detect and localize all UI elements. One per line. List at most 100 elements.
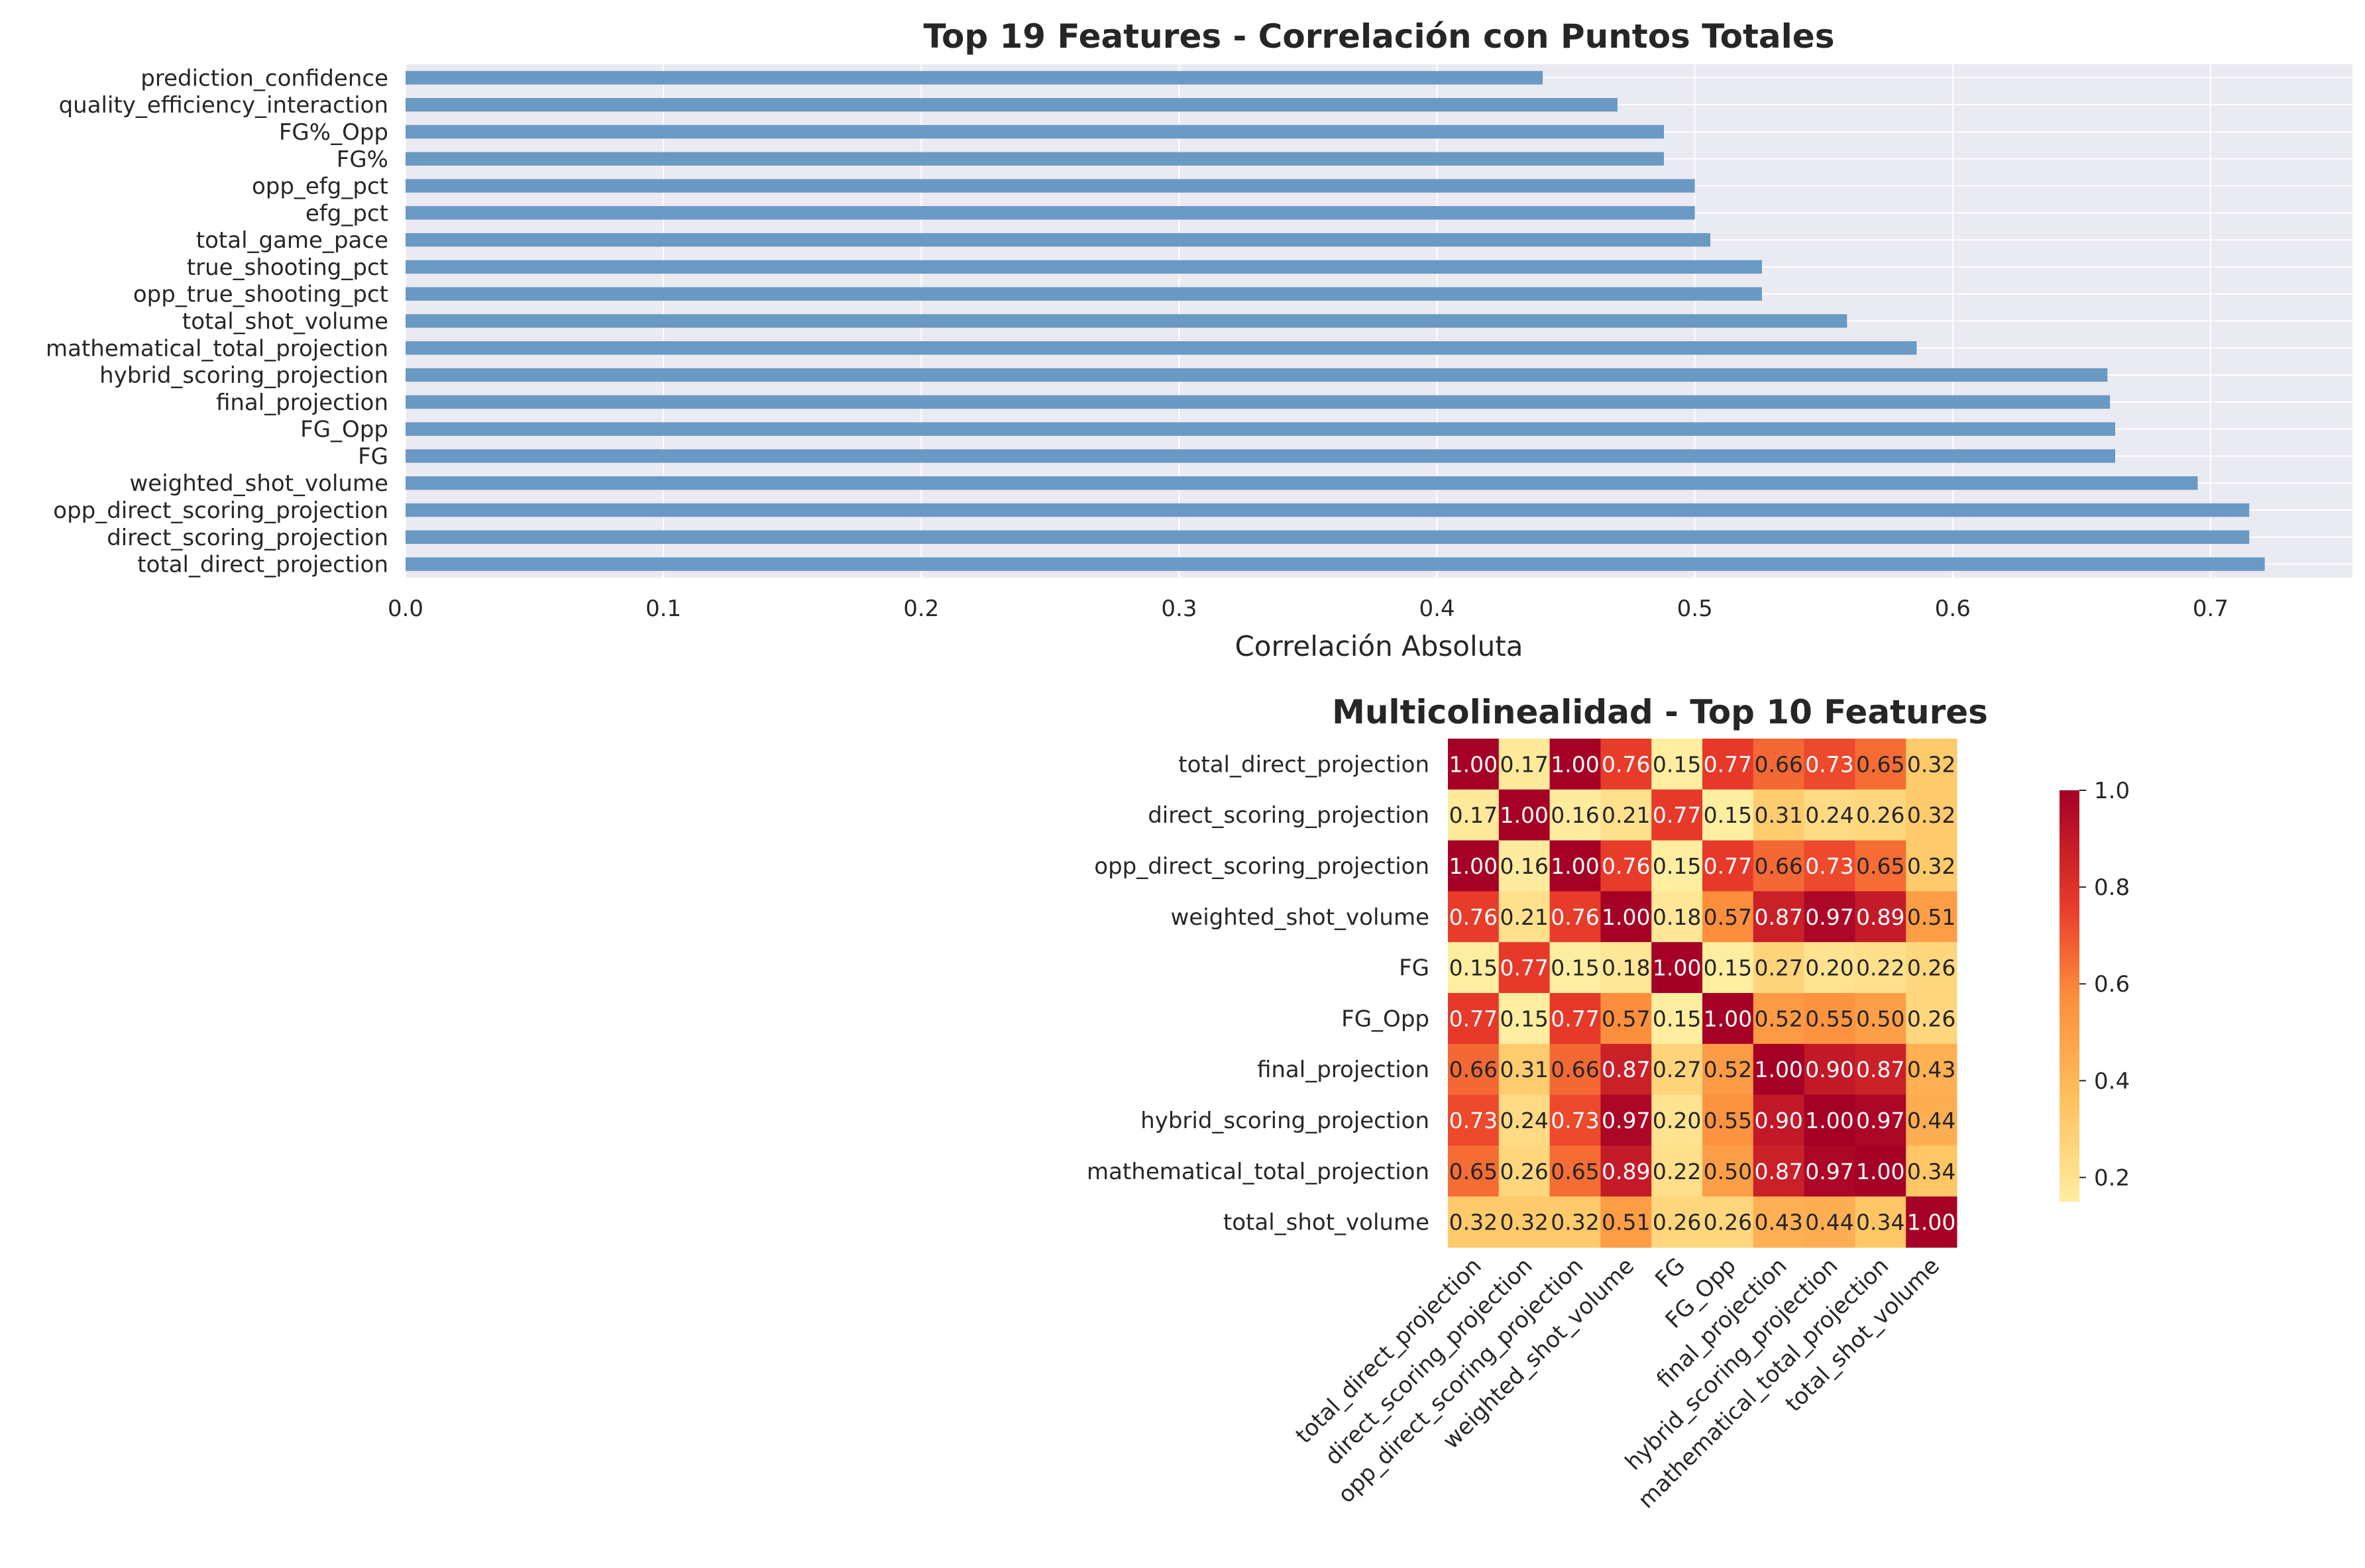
- heatmap-cell-value: 0.76: [1551, 904, 1599, 930]
- bar: [406, 395, 2111, 409]
- heatmap-cell: [1448, 993, 1500, 1045]
- heatmap-cell: [1804, 739, 1855, 790]
- heatmap-cell: [1804, 891, 1855, 943]
- heatmap-cell: [1498, 1196, 1551, 1248]
- heatmap-cell-value: 0.52: [1754, 1006, 1802, 1031]
- heatmap-cell: [1753, 840, 1805, 892]
- heatmap-cell: [1549, 1145, 1601, 1197]
- heatmap-cell: [1804, 942, 1855, 994]
- heatmap-row-label: mathematical_total_projection: [1087, 1159, 1429, 1185]
- heatmap-cell: [1651, 1145, 1703, 1197]
- bar-x-axis-label: Correlación Absoluta: [1235, 630, 1523, 662]
- heatmap-cell: [1855, 840, 1906, 892]
- heatmap-cell: [1855, 942, 1906, 994]
- heatmap-cell: [1906, 891, 1957, 943]
- heatmap-cell: [1651, 840, 1703, 892]
- heatmap-cell: [1651, 1043, 1703, 1096]
- heatmap-cell: [1549, 789, 1601, 841]
- heatmap-cell-value: 0.87: [1602, 1057, 1650, 1082]
- bar: [406, 341, 1917, 355]
- heatmap-cell: [1448, 1145, 1500, 1197]
- heatmap-cell-value: 0.44: [1805, 1210, 1853, 1235]
- heatmap-cell: [1804, 993, 1855, 1045]
- heatmap-cell: [1651, 942, 1703, 994]
- bar-series: [406, 71, 2265, 571]
- bar: [406, 260, 1762, 274]
- heatmap-cell-value: 1.00: [1500, 802, 1548, 828]
- heatmap-cell: [1600, 1196, 1652, 1248]
- heatmap-cell-value: 0.65: [1856, 853, 1904, 879]
- heatmap-row-label: FG_Opp: [1341, 1006, 1429, 1032]
- heatmap-cell: [1906, 789, 1957, 841]
- heatmap-cell-value: 0.22: [1653, 1159, 1701, 1184]
- heatmap-cell: [1753, 1094, 1805, 1146]
- heatmap-cell-value: 0.77: [1449, 1006, 1498, 1031]
- heatmap-cell-value: 0.73: [1805, 853, 1853, 879]
- bar-x-tick-label: 0.2: [903, 596, 939, 622]
- heatmap-cell-value: 0.34: [1856, 1210, 1904, 1235]
- heatmap-cell: [1804, 1094, 1855, 1146]
- heatmap-cell: [1804, 840, 1855, 892]
- heatmap-cell: [1498, 1145, 1551, 1197]
- bar: [406, 125, 1664, 139]
- heatmap-cell: [1855, 1094, 1906, 1146]
- heatmap-cell-value: 0.55: [1704, 1108, 1752, 1133]
- heatmap-cell: [1906, 1145, 1957, 1197]
- heatmap-cell-value: 0.77: [1704, 751, 1752, 777]
- heatmap-cell-value: 0.26: [1500, 1159, 1548, 1184]
- heatmap-chart: Multicolinealidad - Top 10 Features 1.00…: [1087, 693, 1988, 1514]
- heatmap-cell-value: 0.24: [1805, 802, 1853, 828]
- heatmap-cell: [1753, 1043, 1805, 1096]
- heatmap-cell-value: 1.00: [1551, 751, 1599, 777]
- heatmap-cell-value: 0.26: [1907, 955, 1955, 981]
- heatmap-column-label: FG: [1650, 1253, 1690, 1293]
- heatmap-cell-value: 1.00: [1907, 1210, 1955, 1235]
- heatmap-column-labels: total_direct_projectiondirect_scoring_pr…: [1291, 1253, 1945, 1514]
- heatmap-cell-value: 0.66: [1551, 1057, 1599, 1082]
- heatmap-cell: [1855, 739, 1906, 790]
- heatmap-cell-value: 0.90: [1805, 1057, 1853, 1082]
- heatmap-cell-value: 0.57: [1704, 904, 1752, 930]
- heatmap-cell: [1498, 739, 1551, 790]
- heatmap-column-label: direct_scoring_projection: [1320, 1253, 1538, 1471]
- heatmap-cell: [1498, 840, 1551, 892]
- bar: [406, 206, 1695, 220]
- heatmap-cell-value: 0.43: [1754, 1210, 1802, 1235]
- bar-x-tick-label: 0.5: [1677, 596, 1713, 622]
- heatmap-cell-value: 0.89: [1602, 1159, 1650, 1184]
- bar-x-tick-labels: 0.0 0.1 0.2 0.3 0.4 0.5 0.6 0.7: [388, 596, 2228, 622]
- heatmap-cell-labels: 1.00 0.17 1.00 0.76 0.15 0.77 0.66 0.73 0.65 0.32…: [1449, 751, 1956, 1235]
- heatmap-cell-value: 0.77: [1704, 853, 1752, 879]
- heatmap-cell-value: 0.15: [1653, 853, 1701, 879]
- bar: [406, 97, 1618, 112]
- bar-category-label: efg_pct: [305, 200, 388, 227]
- bar-category-label: hybrid_scoring_projection: [99, 362, 388, 389]
- bar-category-label: FG%: [337, 146, 388, 173]
- heatmap-cell: [1855, 789, 1906, 841]
- heatmap-cell-value: 0.15: [1551, 955, 1599, 981]
- colorbar-tick-label: 0.8: [2094, 874, 2130, 901]
- heatmap-cell-value: 0.32: [1907, 751, 1955, 777]
- heatmap-row-label: opp_direct_scoring_projection: [1094, 853, 1429, 880]
- heatmap-cell: [1549, 993, 1601, 1045]
- heatmap-cell-value: 0.20: [1805, 955, 1853, 981]
- heatmap-cell: [1448, 1043, 1500, 1096]
- heatmap-cell-value: 0.77: [1551, 1006, 1599, 1031]
- heatmap-cell-value: 0.15: [1653, 1006, 1701, 1031]
- bar-x-tick-label: 0.4: [1419, 596, 1455, 622]
- bar: [406, 71, 1543, 85]
- heatmap-cell: [1702, 891, 1754, 943]
- heatmap-cell-value: 0.26: [1856, 802, 1904, 828]
- heatmap-cell-value: 0.22: [1856, 955, 1904, 981]
- heatmap-cell: [1600, 942, 1652, 994]
- heatmap-cell: [1498, 942, 1551, 994]
- heatmap-cell-value: 0.51: [1602, 1210, 1650, 1235]
- bar: [406, 233, 1711, 247]
- heatmap-cell: [1651, 993, 1703, 1045]
- heatmap-cell-value: 0.76: [1602, 751, 1650, 777]
- heatmap-cell: [1651, 1196, 1703, 1248]
- bar: [406, 530, 2250, 545]
- heatmap-cell: [1702, 1196, 1754, 1248]
- bar-category-label: FG: [358, 443, 388, 470]
- heatmap-cell-value: 0.55: [1805, 1006, 1853, 1031]
